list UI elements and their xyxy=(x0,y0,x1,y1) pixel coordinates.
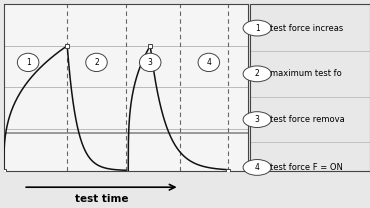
Text: 3: 3 xyxy=(255,115,260,124)
Text: maximum test fo: maximum test fo xyxy=(270,69,342,78)
Text: test force remova: test force remova xyxy=(270,115,345,124)
Text: 2: 2 xyxy=(94,58,99,67)
Text: test time: test time xyxy=(75,194,128,204)
Text: 1: 1 xyxy=(255,24,259,33)
Text: 2: 2 xyxy=(255,69,259,78)
Text: test force F = ON: test force F = ON xyxy=(270,163,343,172)
Circle shape xyxy=(17,53,39,72)
Text: 3: 3 xyxy=(148,58,153,67)
Text: 4: 4 xyxy=(206,58,211,67)
Text: 1: 1 xyxy=(26,58,30,67)
Text: 4: 4 xyxy=(255,163,260,172)
Text: test force increas: test force increas xyxy=(270,24,343,33)
Circle shape xyxy=(86,53,107,72)
Circle shape xyxy=(198,53,219,72)
Circle shape xyxy=(139,53,161,72)
